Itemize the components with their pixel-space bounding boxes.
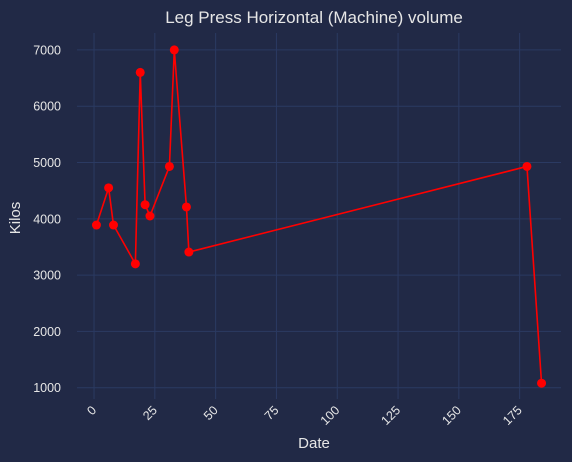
x-axis-label: Date: [298, 435, 330, 452]
chart-title: Leg Press Horizontal (Machine) volume: [165, 8, 463, 27]
grid: [77, 33, 561, 399]
y-tick-label: 1000: [33, 381, 61, 395]
data-point: [169, 45, 179, 55]
data-point: [130, 259, 140, 269]
y-tick-label: 6000: [33, 100, 61, 114]
data-point: [135, 67, 145, 77]
data-point: [140, 200, 150, 210]
data-point: [181, 202, 191, 212]
y-tick-label: 2000: [33, 325, 61, 339]
data-point: [537, 378, 547, 388]
series-layer: [91, 45, 547, 388]
y-axis-label: Kilos: [7, 202, 24, 235]
data-point: [164, 161, 174, 171]
y-tick-label: 4000: [33, 212, 61, 226]
data-point: [184, 247, 194, 257]
data-point: [145, 211, 155, 221]
y-tick-label: 5000: [33, 156, 61, 170]
y-tick-label: 3000: [33, 269, 61, 283]
data-point: [91, 220, 101, 230]
y-tick-label: 7000: [33, 43, 61, 57]
y-tick-labels: 1000 2000 3000 4000 5000 6000 7000: [33, 43, 61, 395]
data-point: [522, 161, 532, 171]
data-point: [108, 220, 118, 230]
data-point: [104, 183, 114, 193]
